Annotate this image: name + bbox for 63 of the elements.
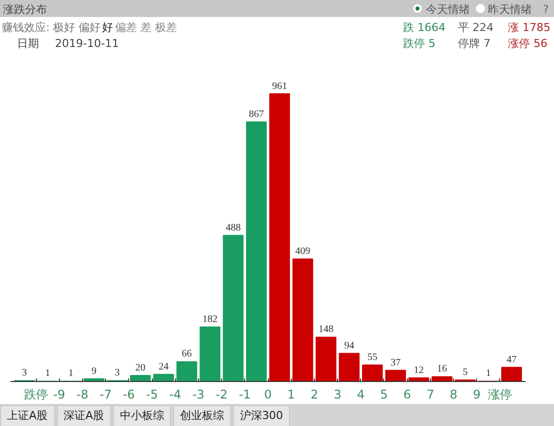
data-label: 1 bbox=[45, 368, 50, 380]
text: 今天情绪 bbox=[426, 2, 470, 18]
x-tick-label: 5 bbox=[380, 388, 388, 402]
x-tick-label: 1 bbox=[287, 388, 296, 402]
data-label: 16 bbox=[436, 364, 447, 375]
x-tick-label: -5 bbox=[146, 388, 158, 402]
text: 平 224 bbox=[458, 20, 494, 36]
text: 2019-10-11 bbox=[55, 36, 119, 52]
data-label: 961 bbox=[272, 80, 288, 92]
data-label: 47 bbox=[506, 354, 517, 366]
text: 停牌 7 bbox=[458, 36, 490, 52]
data-label: 66 bbox=[182, 348, 192, 360]
text: 沪深300 bbox=[233, 405, 290, 426]
x-tick-label: -1 bbox=[238, 388, 251, 402]
x-tick-label: 0 bbox=[264, 388, 272, 402]
x-tick-label: -6 bbox=[122, 388, 135, 402]
text: 昨天情绪 bbox=[488, 2, 532, 18]
x-tick-label: -4 bbox=[169, 388, 182, 402]
text: 涨停 56 bbox=[508, 36, 548, 52]
chart-title: 涨跌分布 bbox=[3, 2, 47, 18]
x-tick-label: 4 bbox=[356, 388, 365, 402]
text: 深证A股 bbox=[56, 405, 112, 426]
x-tick-label: 跌停 bbox=[24, 388, 48, 402]
text: 上证A股 bbox=[0, 405, 55, 426]
data-label: 12 bbox=[414, 364, 424, 376]
data-label: 3 bbox=[22, 368, 27, 379]
data-label: 37 bbox=[390, 357, 401, 368]
x-tick-label: 3 bbox=[334, 388, 342, 402]
data-label: 148 bbox=[318, 324, 334, 336]
text: 赚钱效应: 极好 偏好 bbox=[2, 20, 101, 36]
data-label: 488 bbox=[226, 222, 241, 234]
text: 中小板综 bbox=[113, 405, 172, 426]
data-label: 1 bbox=[68, 368, 74, 380]
text: 跌停 5 bbox=[403, 36, 436, 52]
x-tick-label: 6 bbox=[403, 388, 412, 402]
x-tick-label: 8 bbox=[450, 388, 458, 402]
x-tick-label: 7 bbox=[426, 388, 434, 402]
data-label: 182 bbox=[202, 314, 218, 326]
data-label: 55 bbox=[367, 352, 378, 364]
data-label: 94 bbox=[344, 340, 354, 352]
text: 日期 bbox=[17, 36, 39, 52]
data-label: 1 bbox=[486, 368, 491, 380]
x-tick-label: 涨停 bbox=[488, 388, 512, 402]
data-label: 3 bbox=[114, 368, 120, 379]
data-label: 5 bbox=[462, 367, 468, 378]
data-label: 409 bbox=[295, 246, 310, 258]
x-tick-label: -2 bbox=[216, 388, 228, 402]
text: ? bbox=[543, 2, 549, 18]
text: 跌 1664 bbox=[403, 20, 446, 36]
x-tick-label: -3 bbox=[192, 388, 204, 402]
data-label: 20 bbox=[135, 362, 146, 374]
text: 涨 1785 bbox=[508, 20, 550, 36]
x-tick-label: -7 bbox=[100, 388, 112, 402]
data-label: 24 bbox=[158, 361, 169, 372]
data-label: 9 bbox=[92, 366, 97, 377]
text: 偏差 差 极差 bbox=[115, 20, 177, 36]
x-tick-label: -9 bbox=[53, 388, 66, 402]
text: 好 bbox=[102, 20, 113, 36]
x-tick-label: -8 bbox=[76, 388, 88, 402]
text: 创业板综 bbox=[173, 405, 232, 426]
data-label: 867 bbox=[248, 108, 264, 120]
x-tick-label: 2 bbox=[310, 388, 318, 402]
x-tick-label: 9 bbox=[472, 388, 481, 402]
